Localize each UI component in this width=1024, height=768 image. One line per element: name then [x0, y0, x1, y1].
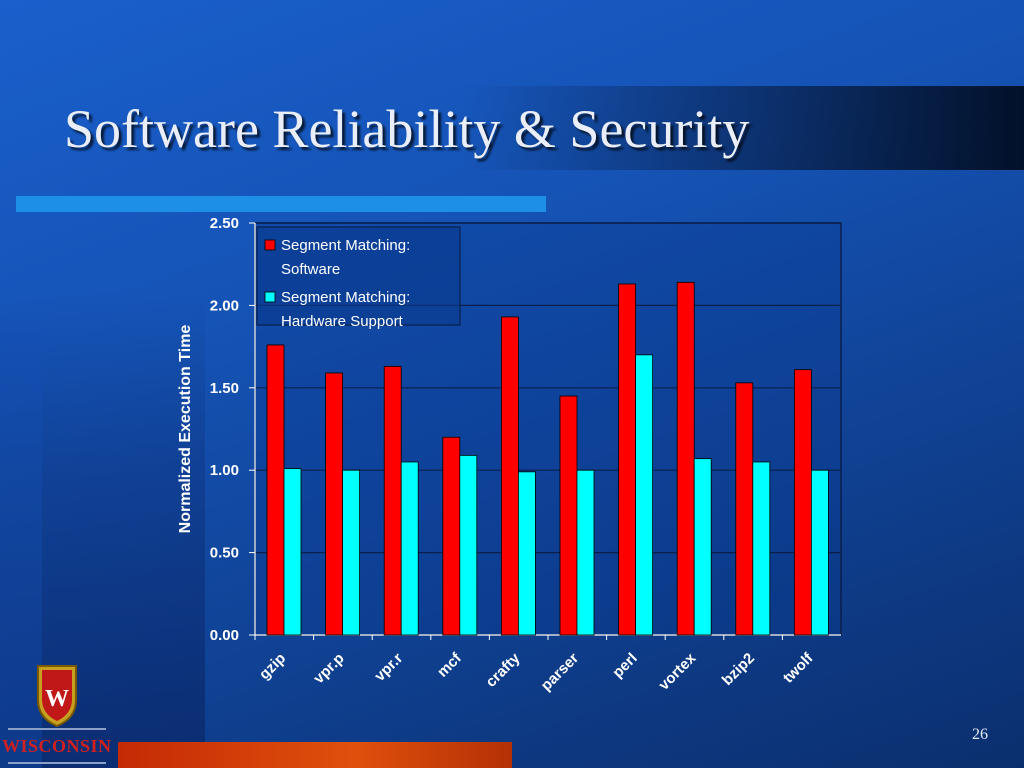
bar-hardware [459, 454, 478, 636]
title-underline [16, 196, 546, 212]
background-strip-edge [0, 330, 42, 768]
x-tick-label: perl [609, 650, 640, 681]
y-tick-label: 1.00 [210, 462, 239, 479]
bar-software [676, 281, 695, 636]
y-tick-label: 2.00 [210, 297, 239, 314]
bar-hardware [693, 458, 712, 636]
bar-hardware [283, 468, 302, 636]
bar-software [266, 344, 285, 636]
x-tick-label: vortex [655, 649, 699, 693]
x-tick-label: bzip2 [719, 650, 758, 689]
bar-software [618, 283, 636, 636]
bar-hardware [752, 461, 771, 636]
legend-label: Segment Matching: [281, 289, 410, 306]
legend-label: Segment Matching: [281, 237, 410, 254]
bar-hardware [518, 471, 536, 636]
bar-hardware [576, 469, 595, 636]
page-number: 26 [972, 726, 988, 743]
legend-box [256, 226, 461, 326]
x-tick-label: gzip [256, 650, 289, 683]
bar-hardware [400, 461, 419, 636]
x-tick-label: twolf [780, 649, 817, 686]
x-tick-label: vpr.r [371, 650, 406, 685]
y-tick-label: 1.50 [210, 380, 239, 397]
bar-software [325, 372, 344, 636]
y-axis-label: Normalized Execution Time [177, 325, 194, 534]
university-crest-logo: W [8, 665, 106, 764]
x-tick-label: parser [538, 650, 583, 695]
bar-hardware [342, 469, 361, 636]
y-tick-label: 2.50 [210, 215, 239, 232]
bar-software [442, 436, 461, 636]
legend-swatch-hardware [264, 291, 276, 303]
background-strip [0, 290, 205, 768]
legend-swatch-software [264, 239, 276, 251]
y-tick-label: 0.00 [210, 627, 239, 644]
bar-software [500, 316, 519, 636]
svg-text:W: W [45, 686, 69, 712]
title-band [0, 86, 1024, 170]
bar-software [735, 382, 754, 636]
bar-hardware [635, 354, 653, 636]
footer-bar [118, 742, 512, 768]
y-tick-label: 0.50 [210, 545, 239, 562]
bar-software [794, 369, 812, 636]
bar-software [383, 365, 402, 636]
x-tick-label: vpr.p [310, 650, 347, 687]
x-tick-label: crafty [483, 649, 524, 690]
legend-label: Software [281, 261, 340, 278]
slide-title: Software Reliability & Security [64, 99, 750, 159]
x-tick-label: mcf [434, 649, 466, 681]
university-wordmark: WISCONSIN [2, 736, 112, 756]
legend-label: Hardware Support [281, 313, 404, 330]
bar-software [559, 395, 578, 636]
bar-hardware [811, 469, 829, 636]
